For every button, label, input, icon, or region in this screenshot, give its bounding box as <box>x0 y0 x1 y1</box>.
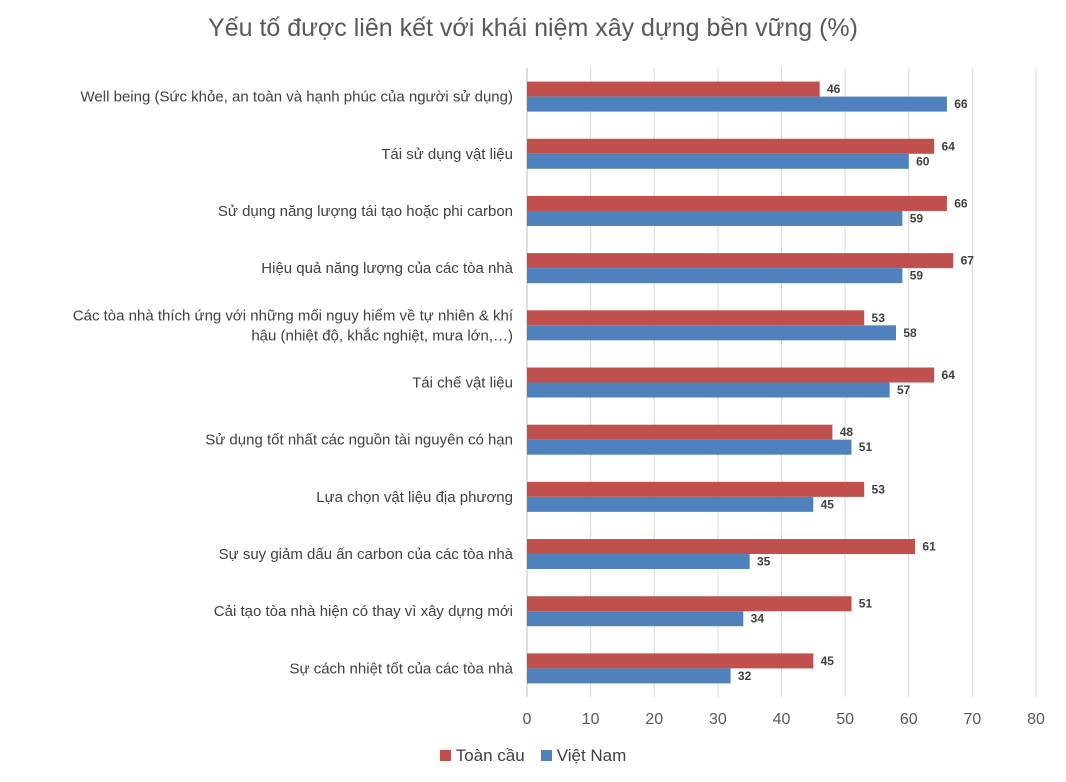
data-label: 57 <box>897 383 911 397</box>
data-label: 60 <box>916 154 930 168</box>
x-tick-label: 50 <box>836 711 854 728</box>
category-label: Lựa chọn vật liệu địa phương <box>316 489 513 506</box>
category-label-line: Tái sử dụng vật liệu <box>381 146 513 163</box>
data-label: 61 <box>922 540 936 554</box>
bar <box>527 310 865 326</box>
bar <box>527 439 852 455</box>
legend-swatch <box>439 750 451 761</box>
x-tick-label: 40 <box>773 711 791 728</box>
x-tick-label: 30 <box>709 711 727 728</box>
data-label: 51 <box>859 597 873 611</box>
category-label-line: Các tòa nhà thích ứng với những mối nguy… <box>73 307 514 324</box>
data-label: 53 <box>872 482 886 496</box>
legend-label: Toàn cầu <box>455 746 525 765</box>
bar <box>527 367 935 383</box>
bar <box>527 253 954 269</box>
data-label: 64 <box>942 368 956 382</box>
data-label: 48 <box>840 425 854 439</box>
x-tick-label: 10 <box>582 711 600 728</box>
bar <box>527 268 903 284</box>
bar <box>527 496 814 512</box>
data-label: 67 <box>961 254 975 268</box>
legend-item: Việt Nam <box>540 746 627 766</box>
data-label: 66 <box>954 97 968 111</box>
category-label: Cải tạo tòa nhà hiện có thay vì xây dựng… <box>214 603 513 620</box>
data-label: 34 <box>751 612 765 626</box>
x-tick-label: 70 <box>963 711 981 728</box>
bar <box>527 481 865 497</box>
category-label-line: Tái chế vật liệu <box>412 375 513 392</box>
data-label: 51 <box>859 440 873 454</box>
legend-swatch <box>540 750 552 761</box>
legend-label: Việt Nam <box>556 746 627 765</box>
x-tick-label: 20 <box>645 711 663 728</box>
category-label: Sự suy giảm dấu ấn carbon của các tòa nh… <box>219 546 514 563</box>
category-label-line: Cải tạo tòa nhà hiện có thay vì xây dựng… <box>214 603 513 620</box>
category-label-line: Hiệu quả năng lượng của các tòa nhà <box>261 260 513 277</box>
bar <box>527 653 814 669</box>
category-label: Sử dụng tốt nhất các nguồn tài nguyên có… <box>205 432 513 449</box>
chart-title: Yếu tố được liên kết với khái niệm xây d… <box>208 14 858 42</box>
data-label: 45 <box>821 654 835 668</box>
data-label: 59 <box>910 211 924 225</box>
data-label: 45 <box>821 497 835 511</box>
bar <box>527 611 744 627</box>
data-label: 32 <box>738 669 752 683</box>
bar <box>527 668 731 684</box>
category-label-line: Sự suy giảm dấu ấn carbon của các tòa nh… <box>219 546 514 563</box>
bar <box>527 210 903 226</box>
category-label-line: Sử dụng tốt nhất các nguồn tài nguyên có… <box>205 432 513 449</box>
data-label: 46 <box>827 82 841 96</box>
category-label: Sự cách nhiệt tốt của các tòa nhà <box>289 660 513 677</box>
legend-item: Toàn cầu <box>439 746 525 766</box>
bar <box>527 539 916 555</box>
data-label: 66 <box>954 196 968 210</box>
data-label: 58 <box>903 326 917 340</box>
category-label: Well being (Sức khỏe, an toàn và hạnh ph… <box>81 89 513 106</box>
x-tick-label: 80 <box>1027 711 1045 728</box>
category-label-line: hậu (nhiệt độ, khắc nghiệt, mưa lớn,…) <box>251 327 513 344</box>
category-label: Tái sử dụng vật liệu <box>381 146 513 163</box>
data-label: 53 <box>872 311 886 325</box>
category-label-line: Lựa chọn vật liệu địa phương <box>316 489 513 506</box>
bar <box>527 195 947 211</box>
category-label-line: Sự cách nhiệt tốt của các tòa nhà <box>289 660 513 677</box>
category-label: Các tòa nhà thích ứng với những mối nguy… <box>73 307 514 344</box>
bar <box>527 424 833 440</box>
category-label: Tái chế vật liệu <box>412 375 513 392</box>
bar <box>527 325 897 341</box>
x-tick-label: 60 <box>900 711 918 728</box>
category-label-line: Sử dụng năng lượng tái tạo hoặc phi carb… <box>218 203 513 220</box>
bar <box>527 81 820 97</box>
data-label: 64 <box>942 139 956 153</box>
category-label: Hiệu quả năng lượng của các tòa nhà <box>261 260 513 277</box>
bar <box>527 554 750 570</box>
legend: Toàn cầu Việt Nam <box>0 746 1066 766</box>
category-label: Sử dụng năng lượng tái tạo hoặc phi carb… <box>218 203 513 220</box>
bar <box>527 596 852 612</box>
bar <box>527 138 935 154</box>
bar <box>527 96 947 112</box>
data-label: 35 <box>757 555 771 569</box>
x-tick-label: 0 <box>523 711 532 728</box>
category-label-line: Well being (Sức khỏe, an toàn và hạnh ph… <box>81 89 513 106</box>
bar <box>527 382 890 398</box>
data-label: 59 <box>910 269 924 283</box>
bar <box>527 153 909 169</box>
